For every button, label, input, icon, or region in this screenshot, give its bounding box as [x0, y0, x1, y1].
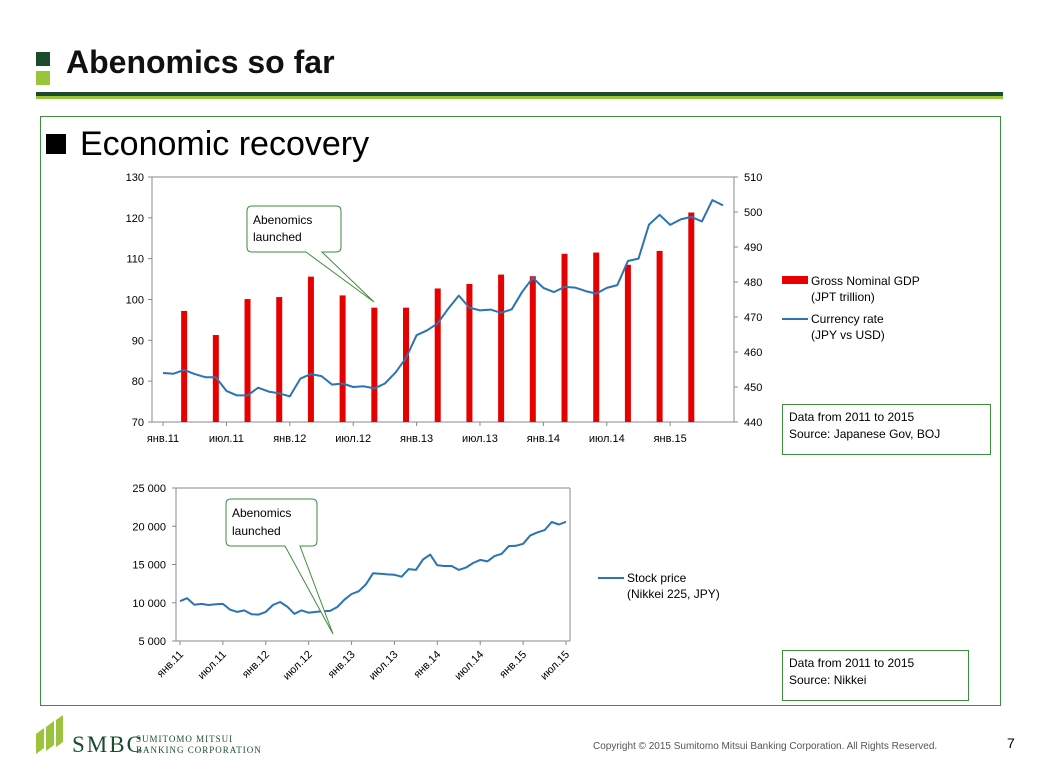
stock-source-note: Data from 2011 to 2015 Source: Nikkei [782, 650, 969, 701]
stock-x-tick-label: июл.14 [452, 649, 486, 683]
currency-rate-line [162, 199, 724, 398]
legend-stock-label-line1: Stock price [627, 571, 687, 585]
gdp-right-tick-label: 510 [744, 172, 762, 184]
gdp-right-tick-label: 470 [744, 312, 762, 324]
gdp-right-tick-label: 490 [744, 242, 762, 254]
smbc-logo-emblem-icon [36, 715, 63, 754]
legend-stock-label-line2: (Nikkei 225, JPY) [627, 587, 720, 601]
gdp-callout-line1: Abenomics [253, 213, 312, 227]
gdp-right-tick-label: 460 [744, 347, 762, 359]
legend-gdp-label-line2: (JPT trillion) [811, 290, 875, 304]
stock-x-tick-label: июл.12 [281, 649, 315, 683]
gdp-bar [339, 295, 346, 422]
stock-x-tick-label: июл.13 [367, 649, 401, 683]
gdp-bar [656, 250, 663, 422]
gdp-bar [466, 283, 473, 422]
gdp-source-note: Data from 2011 to 2015 Source: Japanese … [782, 404, 991, 455]
gdp-bar [276, 297, 283, 422]
stock-y-tick-label: 15 000 [132, 560, 166, 572]
gdp-x-tick-label: янв.14 [527, 433, 560, 445]
page-number: 7 [1007, 735, 1015, 751]
gdp-left-tick-label: 100 [126, 295, 144, 307]
gdp-x-tick-label: июл.11 [209, 433, 244, 445]
stock-y-tick-label: 5 000 [138, 636, 166, 648]
smbc-logo-text: SMBC [72, 732, 144, 757]
copyright-text: Copyright © 2015 Sumitomo Mitsui Banking… [593, 741, 938, 752]
gdp-bar [403, 307, 410, 422]
stock-x-tick-label: янв.15 [497, 649, 529, 681]
stock-note-line1: Data from 2011 to 2015 [789, 656, 915, 670]
gdp-x-tick-label: янв.15 [654, 433, 687, 445]
gdp-left-tick-label: 90 [132, 335, 144, 347]
smbc-logo-subline2: BANKING CORPORATION [136, 745, 262, 755]
legend-gdp-swatch [782, 276, 808, 284]
gdp-x-tick-label: июл.12 [335, 433, 371, 445]
gdp-abenomics-callout: Abenomics launched [246, 205, 375, 303]
header-rule-light [36, 96, 1003, 99]
stock-x-tick-label: янв.11 [155, 649, 186, 680]
gdp-bar [561, 253, 568, 422]
gdp-note-line2: Source: Japanese Gov, BOJ [789, 427, 941, 441]
gdp-right-tick-label: 500 [744, 207, 762, 219]
gdp-right-tick-label: 440 [744, 417, 762, 429]
gdp-bar [181, 310, 188, 422]
stock-price-line [179, 520, 567, 616]
stock-note-line2: Source: Nikkei [789, 673, 867, 687]
header-square-dark [36, 52, 50, 66]
content-frame [40, 116, 1001, 706]
gdp-left-tick-label: 120 [126, 213, 144, 225]
gdp-bar [307, 276, 314, 422]
header-rule-dark [36, 92, 1003, 96]
gdp-left-tick-label: 70 [132, 417, 144, 429]
header-square-light [36, 71, 50, 85]
stock-x-tick-label: июл.11 [196, 649, 229, 682]
gdp-bar [371, 307, 378, 422]
gdp-chart-axes [151, 176, 735, 423]
stock-x-tick-label: июл.15 [538, 649, 572, 683]
gdp-bar [593, 252, 600, 422]
slide-title: Abenomics so far [66, 44, 335, 80]
gdp-callout-line2: launched [253, 230, 302, 244]
stock-y-tick-label: 20 000 [132, 521, 166, 533]
legend-currency-label-line1: Currency rate [811, 312, 884, 326]
gdp-x-tick-label: янв.13 [400, 433, 433, 445]
gdp-left-tick-label: 80 [132, 376, 144, 388]
gdp-bar [624, 264, 631, 422]
gdp-bar [688, 212, 695, 422]
stock-callout-line2: launched [232, 524, 281, 538]
stock-x-tick-label: янв.14 [412, 649, 444, 681]
gdp-x-tick-label: янв.11 [147, 433, 179, 445]
gdp-bar [498, 274, 505, 422]
legend-currency-label-line2: (JPY vs USD) [811, 328, 885, 342]
gdp-left-tick-label: 110 [126, 254, 144, 266]
gdp-x-tick-label: июл.14 [589, 433, 625, 445]
gdp-right-tick-label: 480 [744, 277, 762, 289]
smbc-logo-subline1: SUMITOMO MITSUI [136, 734, 234, 744]
gdp-x-tick-label: июл.13 [462, 433, 498, 445]
stock-x-tick-label: янв.12 [240, 649, 272, 681]
stock-callout-line1: Abenomics [232, 506, 291, 520]
stock-x-tick-label: янв.13 [326, 649, 358, 681]
gdp-bar [434, 288, 441, 422]
gdp-left-tick-label: 130 [126, 172, 144, 184]
gdp-x-tick-label: янв.12 [273, 433, 306, 445]
gdp-bar [244, 299, 251, 422]
legend-gdp-label-line1: Gross Nominal GDP [811, 274, 920, 288]
gdp-right-tick-label: 450 [744, 382, 762, 394]
stock-abenomics-callout: Abenomics launched [225, 498, 334, 635]
stock-y-tick-label: 10 000 [132, 598, 166, 610]
gdp-bar [529, 276, 536, 422]
gdp-note-line1: Data from 2011 to 2015 [789, 410, 915, 424]
stock-y-tick-label: 25 000 [132, 483, 166, 495]
section-title: Economic recovery [80, 125, 370, 163]
section-bullet [46, 134, 66, 154]
